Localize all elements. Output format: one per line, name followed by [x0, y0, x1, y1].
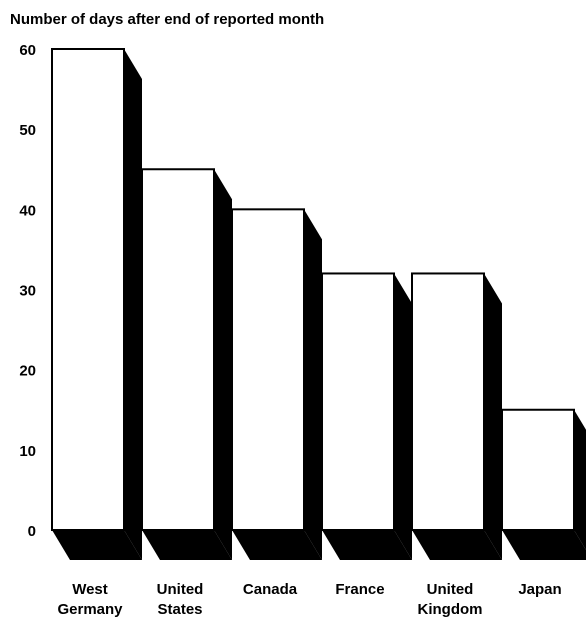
bar-floor-shadow [52, 530, 142, 560]
x-tick-label: France [335, 581, 384, 598]
bar-floor-shadow [412, 530, 502, 560]
bar-front [411, 272, 485, 531]
bar-floor-shadow [322, 530, 412, 560]
y-tick-label: 40 [19, 202, 36, 219]
x-tick-label: United States [157, 581, 204, 618]
bar-side [304, 209, 322, 561]
bars [51, 48, 586, 561]
bar-floor-shadow [502, 530, 586, 560]
y-tick-label: 30 [19, 283, 36, 300]
y-tick-label: 20 [19, 363, 36, 380]
y-tick-label: 60 [19, 42, 36, 59]
bar [231, 208, 322, 561]
x-tick-label: Canada [243, 581, 298, 598]
bar [141, 168, 232, 560]
bar [411, 272, 502, 560]
bar-front [501, 408, 575, 531]
y-tick-label: 10 [19, 443, 36, 460]
bar [321, 272, 412, 560]
bar-front [141, 168, 215, 531]
bar-side [214, 169, 232, 560]
bar-front [51, 48, 125, 531]
x-tick-label: West Germany [57, 581, 123, 618]
bar [501, 408, 586, 560]
bar-side [394, 273, 412, 560]
bar [51, 48, 142, 560]
bar-side [574, 409, 586, 550]
y-axis-ticks: 0 10 20 30 40 50 60 [19, 42, 36, 540]
x-tick-label: Japan [518, 581, 561, 598]
bar-floor-shadow [232, 530, 322, 560]
y-axis-label: Number of days after end of reported mon… [10, 11, 324, 28]
y-tick-label: 0 [28, 523, 36, 540]
y-tick-label: 50 [19, 122, 36, 139]
bar-front [231, 208, 305, 531]
x-axis-labels: West Germany United States Canada France Unite… [57, 581, 561, 618]
bar-front [321, 272, 395, 531]
bar-side [484, 273, 502, 560]
bar-floor-shadow [142, 530, 232, 560]
x-tick-label: United Kingdom [418, 581, 483, 618]
bar-side [124, 49, 142, 560]
